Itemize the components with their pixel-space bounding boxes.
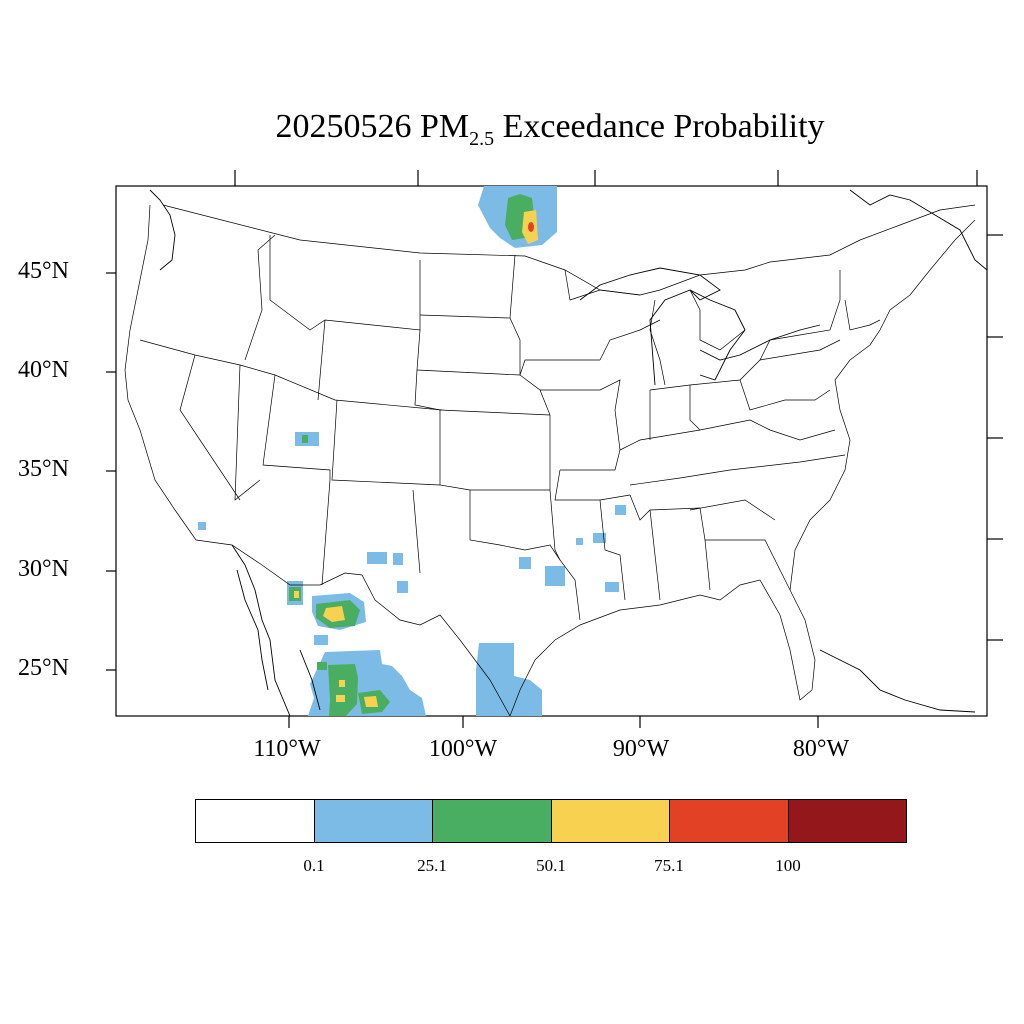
lon-label-110w: 110°W (253, 736, 321, 762)
lon-label-90w: 90°W (612, 736, 670, 762)
colorbar-label: 75.1 (654, 856, 684, 875)
lon-label-100w: 100°W (428, 736, 498, 762)
state-country-boundaries (124, 204, 976, 716)
lat-label-35n: 35°N (18, 456, 69, 482)
colorbar-label: 0.1 (303, 856, 325, 875)
colorbar-swatch (196, 800, 315, 842)
probability-field (124, 186, 987, 716)
coastline-detail (149, 189, 987, 716)
map-title: 20250526 PM2.5 Exceedance Probability (275, 108, 825, 150)
lat-label-25n: 25°N (18, 655, 69, 681)
colorbar-swatch (670, 800, 789, 842)
probability-shading-blue (198, 186, 626, 716)
colorbar-swatch (551, 800, 670, 842)
colorbar-label: 25.1 (417, 856, 447, 875)
colorbar-swatch (788, 800, 906, 842)
colorbar-label: 100 (775, 856, 801, 875)
lat-label-45n: 45°N (18, 258, 69, 284)
lat-label-40n: 40°N (18, 357, 69, 383)
probability-shading-red (528, 222, 534, 232)
colorbar-swatch (433, 800, 552, 842)
axis-ticks (106, 170, 1003, 728)
colorbar-label: 50.1 (536, 856, 566, 875)
colorbar-swatch (314, 800, 433, 842)
probability-shading-yellow (294, 210, 538, 707)
colorbar (195, 799, 907, 843)
lon-label-80w: 80°W (792, 736, 850, 762)
lat-label-30n: 30°N (18, 556, 69, 582)
